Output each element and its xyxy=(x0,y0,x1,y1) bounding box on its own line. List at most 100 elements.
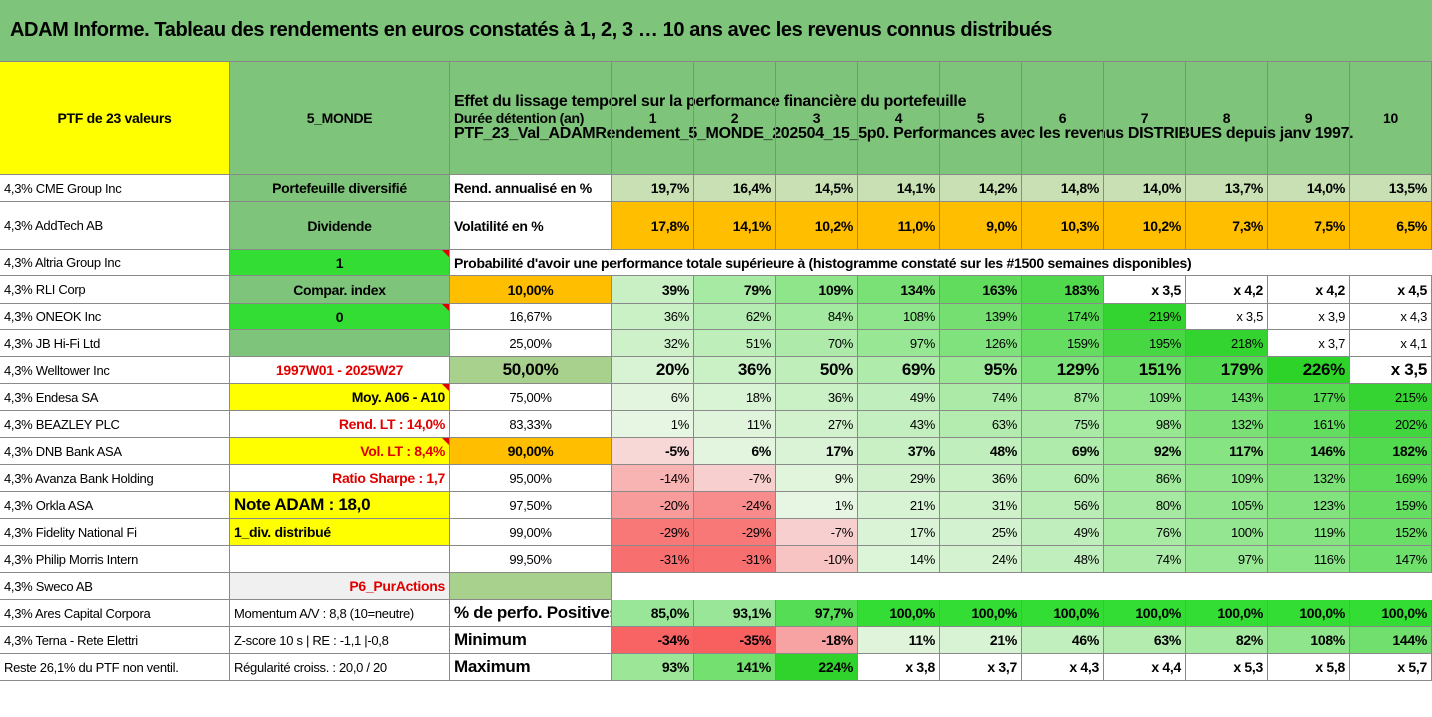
quantile-value: 182% xyxy=(1350,438,1432,465)
info-cell: Moy. A06 - A10 xyxy=(230,384,450,411)
year-header: 1 xyxy=(612,62,694,175)
quantile-value: 43% xyxy=(858,411,940,438)
max-value: x 3,8 xyxy=(858,654,940,681)
rend-value: 14,5% xyxy=(776,175,858,202)
quantile-value: 218% xyxy=(1186,330,1268,357)
info-cell: Compar. index xyxy=(230,276,450,304)
vol-value: 11,0% xyxy=(858,202,940,250)
max-value: 93% xyxy=(612,654,694,681)
quantile-value: x 4,2 xyxy=(1268,276,1350,304)
stock-row: 4,3% Altria Group Inc xyxy=(0,250,230,276)
pos-value: 100,0% xyxy=(1350,600,1432,627)
quantile-value: -5% xyxy=(612,438,694,465)
pos-value: 93,1% xyxy=(694,600,776,627)
quantile-value: -14% xyxy=(612,465,694,492)
stock-row: 4,3% Terna - Rete Elettri xyxy=(0,627,230,654)
vol-value: 10,2% xyxy=(1104,202,1186,250)
vol-value: 9,0% xyxy=(940,202,1022,250)
effect-title: Effet du lissage temporel sur la perform… xyxy=(450,62,1432,175)
quantile-value: 139% xyxy=(940,304,1022,330)
quantile-value: 56% xyxy=(1022,492,1104,519)
quantile-value: 109% xyxy=(1186,465,1268,492)
quantile-value: -24% xyxy=(694,492,776,519)
pos-value: 100,0% xyxy=(858,600,940,627)
quantile-value: 134% xyxy=(858,276,940,304)
ptf-label: PTF de 23 valeurs xyxy=(0,62,230,175)
info-cell: 1997W01 - 2025W27 xyxy=(230,357,450,384)
quantile-value: -31% xyxy=(612,546,694,573)
quantile-value: 179% xyxy=(1186,357,1268,384)
quantile-value: 48% xyxy=(940,438,1022,465)
pos-value: 97,7% xyxy=(776,600,858,627)
quantile-value: 119% xyxy=(1268,519,1350,546)
quantile-value: 79% xyxy=(694,276,776,304)
stock-row: 4,3% RLI Corp xyxy=(0,276,230,304)
max-label: Maximum xyxy=(450,654,612,681)
quantile-value: 75% xyxy=(1022,411,1104,438)
quantile-value: x 4,5 xyxy=(1350,276,1432,304)
quantile-value: 31% xyxy=(940,492,1022,519)
min-value: -18% xyxy=(776,627,858,654)
min-value: 63% xyxy=(1104,627,1186,654)
stock-row: 4,3% Orkla ASA xyxy=(0,492,230,519)
quantile-value: 49% xyxy=(858,384,940,411)
year-header: 9 xyxy=(1268,62,1350,175)
info-cell: Note ADAM : 18,0 xyxy=(230,492,450,519)
quantile-value: 163% xyxy=(940,276,1022,304)
quantile-value: 100% xyxy=(1186,519,1268,546)
year-header: 8 xyxy=(1186,62,1268,175)
quantile-value: 109% xyxy=(1104,384,1186,411)
max-value: 141% xyxy=(694,654,776,681)
quantile-value: 76% xyxy=(1104,519,1186,546)
min-value: 108% xyxy=(1268,627,1350,654)
quantile-value: x 3,5 xyxy=(1104,276,1186,304)
quantile-value: 70% xyxy=(776,330,858,357)
quantile-value: 152% xyxy=(1350,519,1432,546)
quantile-value: 36% xyxy=(776,384,858,411)
quantile-value: 74% xyxy=(1104,546,1186,573)
stock-row: 4,3% Ares Capital Corpora xyxy=(0,600,230,627)
quantile-level: 99,00% xyxy=(450,519,612,546)
quantile-level: 95,00% xyxy=(450,465,612,492)
info-cell: 1_div. distribué xyxy=(230,519,450,546)
quantile-value: -29% xyxy=(694,519,776,546)
rend-value: 13,5% xyxy=(1350,175,1432,202)
quantile-value: 215% xyxy=(1350,384,1432,411)
info-cell: 0 xyxy=(230,304,450,330)
info-cell: Z-score 10 s | RE : -1,1 |-0,8 xyxy=(230,627,450,654)
pos-label: % de perfo. Positives xyxy=(450,600,612,627)
max-value: x 3,7 xyxy=(940,654,1022,681)
quantile-value: 177% xyxy=(1268,384,1350,411)
quantile-value: 146% xyxy=(1268,438,1350,465)
quantile-level: 10,00% xyxy=(450,276,612,304)
quantile-value: 17% xyxy=(858,519,940,546)
stock-row: 4,3% Fidelity National Fi xyxy=(0,519,230,546)
vol-value: 6,5% xyxy=(1350,202,1432,250)
quantile-level: 97,50% xyxy=(450,492,612,519)
stock-row: 4,3% Welltower Inc xyxy=(0,357,230,384)
quantile-value: -29% xyxy=(612,519,694,546)
quantile-value: 69% xyxy=(858,357,940,384)
quantile-value: -20% xyxy=(612,492,694,519)
quantile-value: 25% xyxy=(940,519,1022,546)
quantile-value: 143% xyxy=(1186,384,1268,411)
year-header: 2 xyxy=(694,62,776,175)
min-value: 82% xyxy=(1186,627,1268,654)
quantile-value: 219% xyxy=(1104,304,1186,330)
quantile-value: 17% xyxy=(776,438,858,465)
quantile-value: 21% xyxy=(858,492,940,519)
info-cell: Ratio Sharpe : 1,7 xyxy=(230,465,450,492)
vol-label: Volatilité en % xyxy=(450,202,612,250)
quantile-value: x 4,1 xyxy=(1350,330,1432,357)
quantile-value: 97% xyxy=(1186,546,1268,573)
rend-label: Rend. annualisé en % xyxy=(450,175,612,202)
quantile-value: x 3,9 xyxy=(1268,304,1350,330)
info-cell: Portefeuille diversifié xyxy=(230,175,450,202)
quantile-value: 159% xyxy=(1350,492,1432,519)
quantile-level: 50,00% xyxy=(450,357,612,384)
stock-row: 4,3% CME Group Inc xyxy=(0,175,230,202)
max-value: 224% xyxy=(776,654,858,681)
quantile-value: 226% xyxy=(1268,357,1350,384)
quantile-value: 69% xyxy=(1022,438,1104,465)
